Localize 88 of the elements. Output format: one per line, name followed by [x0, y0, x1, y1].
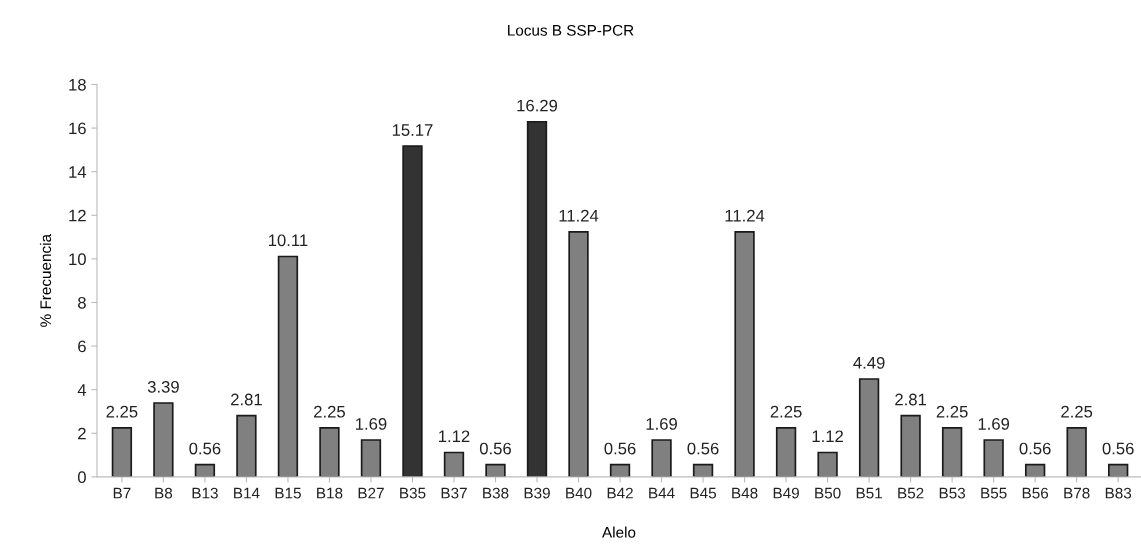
data-label: 2.25 [314, 405, 345, 418]
data-label: 2.25 [770, 405, 802, 418]
x-tick-label: B51 [856, 487, 882, 499]
data-label: 1.12 [439, 430, 470, 443]
data-label: 1.12 [812, 430, 843, 443]
y-tick-label: 12 [69, 209, 86, 222]
bar [1107, 463, 1129, 477]
data-label: 15.17 [392, 124, 433, 136]
bar [1024, 463, 1046, 477]
x-tick-label: B44 [649, 487, 675, 499]
bar [609, 463, 631, 477]
y-tick-label: 6 [78, 340, 86, 353]
y-axis-title: % Frecuencia [39, 233, 52, 327]
x-tick-label: B27 [358, 487, 384, 499]
data-label: 11.24 [725, 209, 765, 222]
bar [941, 426, 963, 477]
bar [111, 426, 133, 477]
x-tick-label: B52 [898, 487, 924, 499]
bar [1066, 426, 1087, 477]
x-tick-label: B40 [566, 487, 592, 499]
bar [858, 378, 880, 477]
x-tick-label: B56 [1022, 487, 1049, 499]
data-label: 2.81 [895, 393, 927, 406]
data-label: 0.56 [189, 442, 221, 455]
chart-title: Locus B SSP-PCR [508, 24, 634, 36]
x-tick-label: B45 [690, 487, 717, 499]
y-tick-label: 4 [77, 384, 87, 396]
x-tick-label: B14 [234, 487, 260, 499]
bar [526, 120, 548, 477]
y-tick-label: 18 [69, 78, 86, 91]
x-tick-label: B78 [1064, 487, 1090, 499]
y-tick-label: 8 [78, 296, 86, 309]
data-label: 1.69 [356, 417, 387, 430]
y-tick-label: 10 [69, 253, 86, 266]
bar [568, 231, 589, 477]
x-tick-label: B13 [192, 487, 218, 499]
x-tick-label: B8 [155, 487, 173, 499]
data-label: 2.81 [231, 393, 262, 406]
y-tick-label: 16 [69, 122, 86, 135]
bar [402, 145, 423, 477]
x-tick-label: B7 [113, 487, 131, 499]
bar [900, 414, 921, 477]
bar [817, 451, 838, 477]
data-label: 0.56 [1019, 442, 1051, 455]
x-tick-label: B48 [732, 487, 758, 499]
y-tick-label: 2 [78, 427, 86, 440]
data-label: 0.56 [1102, 442, 1134, 455]
x-tick-label: B39 [524, 487, 550, 499]
x-tick-label: B38 [483, 487, 509, 499]
data-label: 2.25 [936, 405, 968, 418]
x-tick-label: B42 [607, 487, 633, 499]
x-tick-label: B18 [317, 487, 343, 499]
bar [319, 426, 340, 477]
x-tick-label: B50 [815, 487, 841, 499]
x-tick-label: B15 [275, 487, 301, 499]
bar [277, 255, 299, 477]
bar [651, 439, 672, 477]
bar [983, 439, 1004, 477]
data-label: 4.49 [853, 356, 885, 369]
bar [360, 439, 382, 477]
bar [153, 402, 174, 477]
x-tick-label: B35 [400, 487, 426, 499]
x-tick-label: B53 [939, 487, 966, 499]
x-tick-label: B55 [981, 487, 1007, 499]
x-tick-label: B37 [441, 487, 467, 499]
data-label: 0.56 [687, 442, 719, 455]
bar [485, 463, 506, 477]
bar [692, 463, 714, 477]
data-label: 3.39 [147, 380, 179, 393]
x-axis-title: Alelo [602, 526, 636, 538]
data-label: 2.25 [1061, 405, 1093, 418]
data-label: 0.56 [479, 442, 511, 455]
bar [734, 231, 755, 477]
y-tick-label: 0 [77, 471, 86, 484]
data-label: 16.29 [517, 99, 558, 112]
data-label: 1.69 [646, 417, 677, 430]
bar [443, 451, 465, 477]
data-label: 0.56 [604, 442, 636, 455]
x-tick-label: B49 [773, 487, 799, 499]
y-tick-label: 14 [69, 166, 87, 178]
bar [194, 463, 216, 477]
bar [775, 426, 797, 477]
data-label: 1.69 [978, 417, 1010, 430]
x-tick-label: B83 [1105, 487, 1132, 499]
bar [236, 414, 257, 477]
data-label: 2.25 [106, 405, 138, 418]
data-label: 10.11 [268, 234, 308, 247]
data-label: 11.24 [559, 209, 599, 222]
